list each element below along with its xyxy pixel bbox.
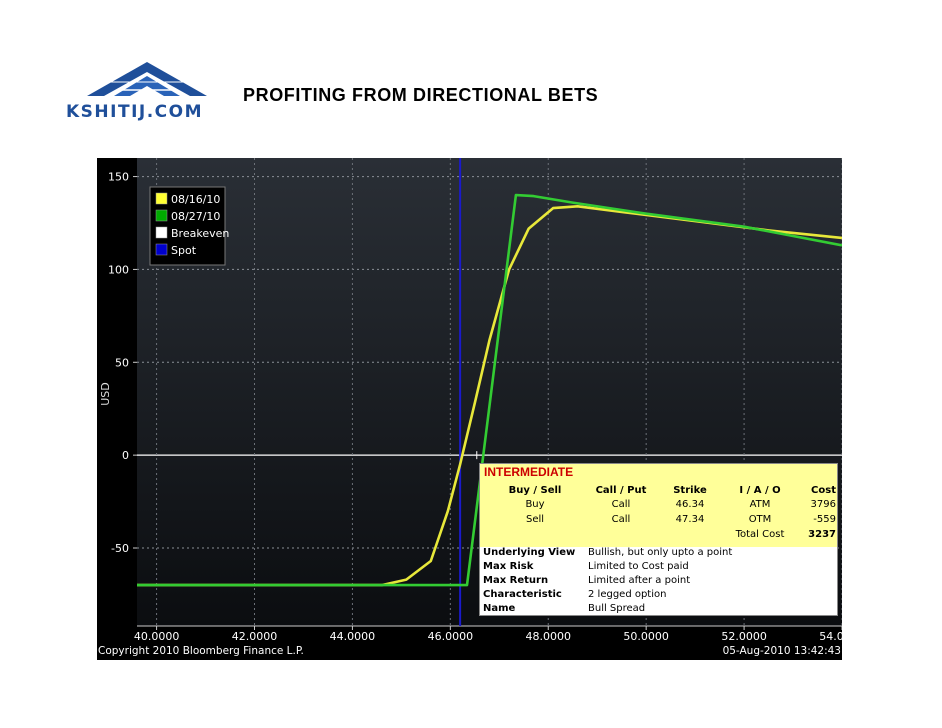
leg2-cost: -559 xyxy=(813,514,836,525)
x-tick-label: 48.0000 xyxy=(526,630,572,643)
leg2-strike: 47.34 xyxy=(675,514,705,525)
legend: 08/16/10 08/27/10 Breakeven Spot xyxy=(149,186,229,266)
y-tick-label: 50 xyxy=(115,356,129,369)
legend-label: Spot xyxy=(171,244,197,257)
detail-label-characteristic: Characteristic xyxy=(483,589,562,600)
legend-label: 08/16/10 xyxy=(171,193,220,206)
leg1-strike: 46.34 xyxy=(675,499,705,510)
leg1-type: Call xyxy=(611,499,631,510)
detail-label-view: Underlying View xyxy=(483,547,576,558)
strategy-info-box: INTERMEDIATE Buy / Sell Call / Put Strik… xyxy=(479,463,838,616)
detail-label-max-risk: Max Risk xyxy=(483,561,534,572)
leg1-side: Buy xyxy=(525,499,545,510)
detail-value-view: Bullish, but only upto a point xyxy=(588,547,733,558)
leg2-type: Call xyxy=(611,514,631,525)
x-tick-label: 46.0000 xyxy=(428,630,474,643)
header-buy-sell: Buy / Sell xyxy=(508,485,562,496)
y-tick-label: 100 xyxy=(108,263,129,276)
x-tick-label: 50.0000 xyxy=(623,630,669,643)
timestamp-text: 05-Aug-2010 13:42:43 xyxy=(723,645,841,657)
total-cost-value: 3237 xyxy=(808,529,836,540)
leg2-side: Sell xyxy=(525,514,545,525)
header-cost: Cost xyxy=(811,485,836,496)
leg2-moneyness: OTM xyxy=(748,514,772,525)
header-call-put: Call / Put xyxy=(595,485,647,496)
y-tick-label: 150 xyxy=(108,171,129,184)
copyright-text: Copyright 2010 Bloomberg Finance L.P. xyxy=(98,645,304,657)
leg1-moneyness: ATM xyxy=(749,499,771,510)
x-tick-label: 40.0000 xyxy=(134,630,180,643)
strategy-details: Underlying View Bullish, but only upto a… xyxy=(480,547,837,615)
kshitij-logo xyxy=(87,62,207,96)
detail-value-name: Bull Spread xyxy=(588,603,646,614)
detail-label-name: Name xyxy=(483,603,516,614)
x-tick-label: 52.0000 xyxy=(721,630,767,643)
legend-swatch xyxy=(155,243,168,256)
header-strike: Strike xyxy=(673,485,707,496)
x-tick-label: 44.0000 xyxy=(330,630,376,643)
detail-value-max-return: Limited after a point xyxy=(588,575,691,586)
leg1-cost: 3796 xyxy=(810,499,836,510)
legend-swatch xyxy=(155,226,168,239)
logo-text: KSHITIJ.COM xyxy=(66,102,204,122)
legend-swatch xyxy=(155,192,168,205)
detail-label-max-return: Max Return xyxy=(483,575,549,586)
detail-value-characteristic: 2 legged option xyxy=(588,589,667,600)
page-title: PROFITING FROM DIRECTIONAL BETS xyxy=(243,85,599,105)
detail-value-max-risk: Limited to Cost paid xyxy=(588,561,689,572)
strategy-level: INTERMEDIATE xyxy=(484,465,574,479)
legend-swatch xyxy=(155,209,168,222)
legend-label: 08/27/10 xyxy=(171,210,220,223)
x-tick-label: 42.0000 xyxy=(232,630,278,643)
y-tick-label: 0 xyxy=(122,449,129,462)
chart-panel: 150 100 50 0 -50 40.0000 42.0000 44.0000 46.000… xyxy=(97,158,865,660)
header-iao: I / A / O xyxy=(739,485,781,496)
total-cost-label: Total Cost xyxy=(735,529,785,540)
series-line-2 xyxy=(137,193,843,587)
y-tick-label: -50 xyxy=(111,542,129,555)
y-axis-label: USD xyxy=(99,382,112,406)
legs-table: Buy / Sell Call / Put Strike I / A / O C… xyxy=(480,481,837,548)
x-tick-label: 54.0000 xyxy=(819,630,842,643)
legend-label: Breakeven xyxy=(171,227,229,240)
